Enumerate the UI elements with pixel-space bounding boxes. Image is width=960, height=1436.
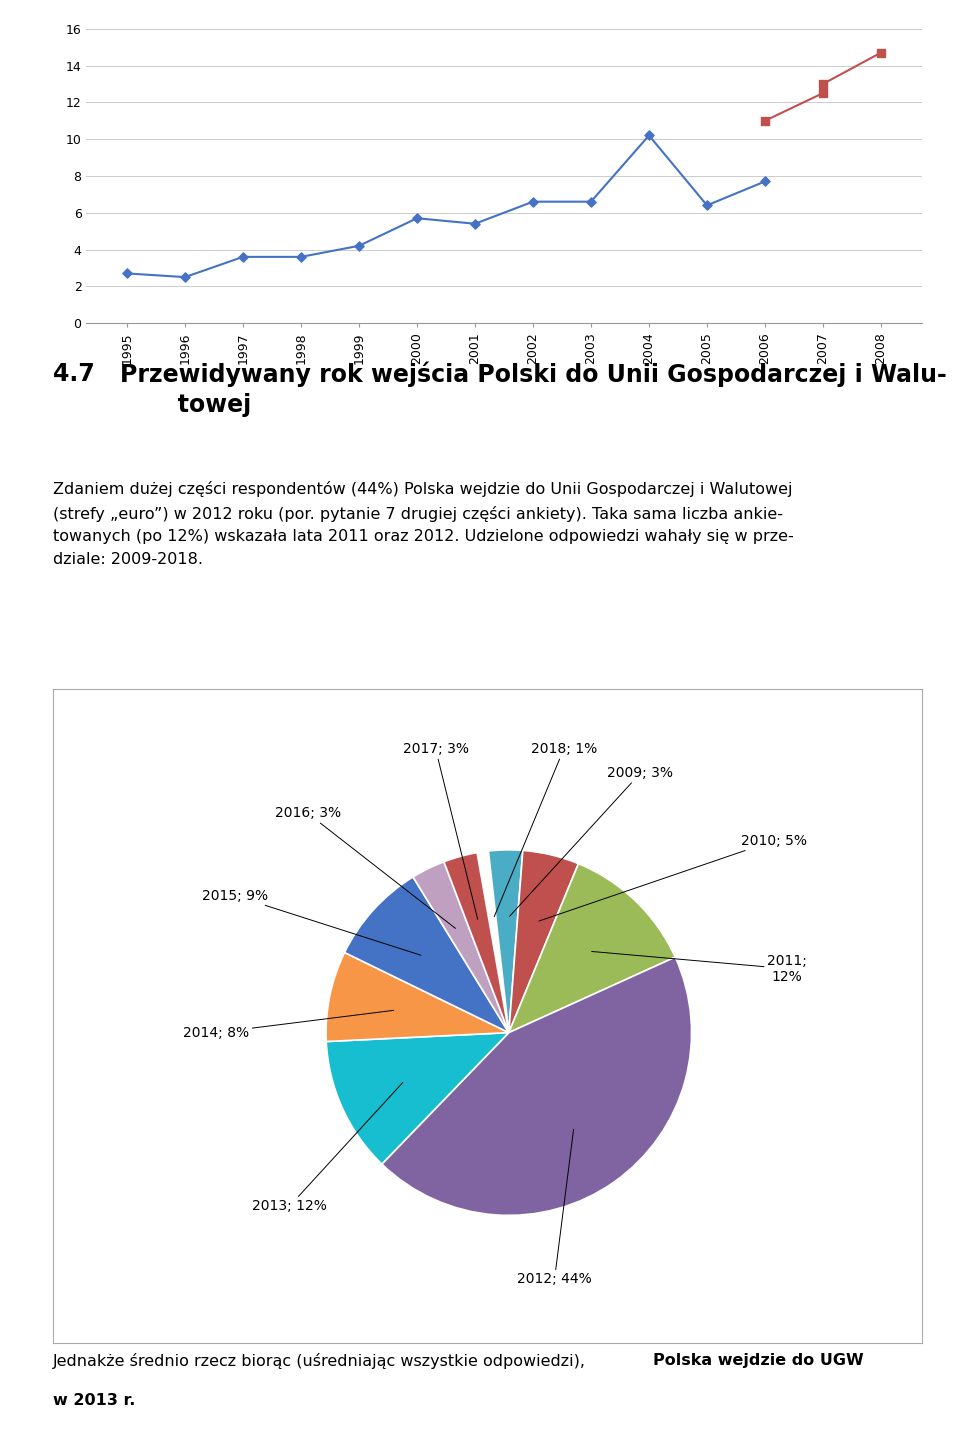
Wedge shape	[489, 850, 523, 1032]
Text: 2018; 1%: 2018; 1%	[494, 742, 597, 916]
Text: 2014; 8%: 2014; 8%	[183, 1011, 394, 1040]
Text: 2009; 3%: 2009; 3%	[510, 765, 673, 916]
Point	[584, 190, 599, 213]
Wedge shape	[413, 862, 509, 1032]
Wedge shape	[326, 952, 509, 1041]
Text: 2010; 5%: 2010; 5%	[539, 834, 806, 920]
Point	[815, 82, 830, 105]
Text: 2012; 44%: 2012; 44%	[517, 1129, 592, 1287]
Text: 4.7: 4.7	[53, 362, 94, 386]
Wedge shape	[509, 850, 579, 1032]
Text: w 2013 r.: w 2013 r.	[53, 1393, 135, 1407]
Wedge shape	[509, 863, 675, 1032]
Point	[235, 246, 251, 269]
Wedge shape	[326, 1032, 509, 1165]
Wedge shape	[345, 877, 509, 1032]
Point	[351, 234, 367, 257]
Point	[815, 72, 830, 95]
Point	[699, 194, 714, 217]
Text: 2013; 12%: 2013; 12%	[252, 1083, 403, 1213]
Point	[525, 190, 540, 213]
Point	[178, 266, 193, 289]
Text: Przewidywany rok wejścia Polski do Unii Gospodarczej i Walu-
       towej: Przewidywany rok wejścia Polski do Unii …	[120, 362, 947, 416]
Text: 2015; 9%: 2015; 9%	[202, 889, 420, 955]
Text: Polska wejdzie do UGW: Polska wejdzie do UGW	[653, 1353, 863, 1367]
Point	[409, 207, 424, 230]
Text: 2016; 3%: 2016; 3%	[275, 806, 455, 929]
Wedge shape	[382, 958, 691, 1215]
Text: 2017; 3%: 2017; 3%	[402, 742, 478, 919]
Point	[641, 123, 657, 146]
Point	[119, 261, 134, 284]
Wedge shape	[477, 852, 509, 1032]
Point	[468, 213, 483, 236]
Wedge shape	[444, 853, 509, 1032]
Text: Jednakże średnio rzecz biorąc (uśredniając wszystkie odpowiedzi),: Jednakże średnio rzecz biorąc (uśredniaj…	[53, 1353, 591, 1369]
Point	[757, 109, 773, 132]
Point	[874, 42, 889, 65]
Point	[294, 246, 309, 269]
Text: Zdaniem dużej części respondentów (44%) Polska wejdzie do Unii Gospodarczej i Wa: Zdaniem dużej części respondentów (44%) …	[53, 481, 794, 567]
Text: 2011;
12%: 2011; 12%	[591, 952, 806, 984]
Point	[757, 169, 773, 192]
